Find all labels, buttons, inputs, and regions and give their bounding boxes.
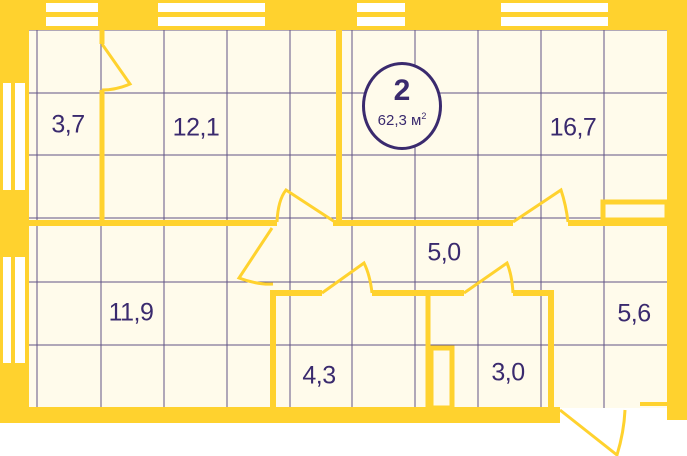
room-area-bathroom: 4,3 — [302, 361, 336, 390]
room-area-living: 16,7 — [549, 113, 597, 142]
apartment-badge: 2 62,3 м2 — [362, 62, 442, 150]
area-exponent: 2 — [421, 111, 427, 121]
room-area-bedroom-2: 11,9 — [108, 298, 154, 327]
interior-walls — [28, 28, 670, 411]
room-area-entry: 5,6 — [617, 299, 651, 328]
area-value: 62,3 — [377, 112, 407, 129]
area-unit: м — [411, 112, 422, 129]
room-area-bedroom-1: 12,1 — [172, 113, 220, 142]
room-area-storage: 3,7 — [51, 110, 85, 139]
windows — [3, 3, 608, 363]
room-area-hall: 5,0 — [427, 238, 461, 267]
room-area-wc: 3,0 — [491, 358, 525, 387]
apartment-number: 2 — [393, 74, 411, 107]
door-swings — [100, 43, 627, 456]
apartment-area: 62,3 м2 — [365, 107, 439, 130]
